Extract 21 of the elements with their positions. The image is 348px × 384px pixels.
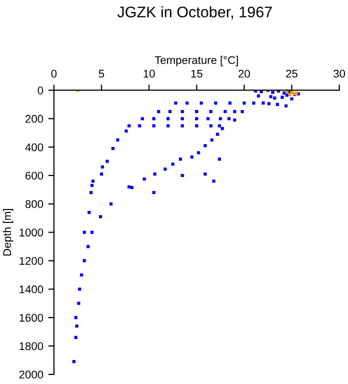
x-tick-label: 0 [51, 70, 57, 78]
x-tick-label: 25 [286, 70, 298, 78]
y-tick-label: 1600 [20, 314, 44, 322]
x-tick-label: 15 [191, 70, 202, 78]
x-axis-title: Temperature [°C] [154, 56, 238, 66]
x-tick-label: 20 [238, 70, 250, 78]
x-tick-label: 5 [98, 70, 104, 78]
y-tick-label: 1000 [20, 228, 44, 236]
y-tick-label: 400 [25, 143, 44, 152]
x-tick-label: 30 [334, 70, 346, 78]
y-tick-label: 1800 [20, 342, 44, 350]
y-tick-label: 200 [26, 114, 44, 123]
chart-title: JGZK in October, 1967 [117, 6, 272, 20]
y-axis-title: Depth [m] [2, 209, 14, 256]
y-tick-label: 2000 [19, 370, 44, 379]
y-tick-label: 800 [25, 200, 44, 208]
y-tick-label: 1400 [20, 285, 44, 294]
y-tick-label: 600 [26, 172, 44, 180]
y-tick-label: 0 [38, 86, 44, 94]
x-tick-label: 10 [144, 70, 155, 78]
y-tick-label: 1200 [20, 257, 44, 265]
